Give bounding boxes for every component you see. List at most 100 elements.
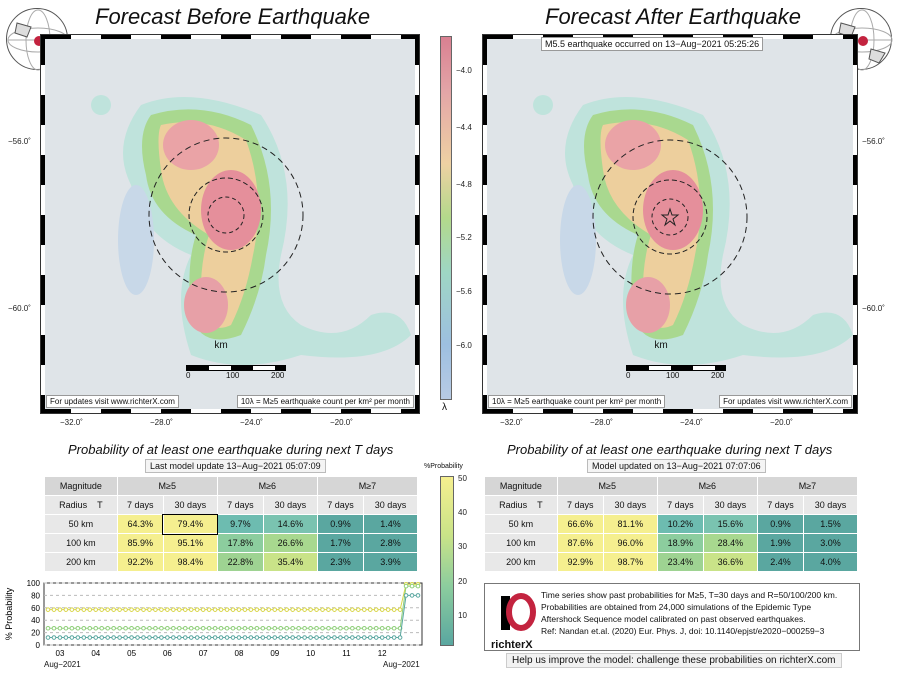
series-point-1	[356, 625, 361, 631]
prob-cell: 15.6%	[702, 514, 758, 534]
prob-colorbar-title: %Probability	[424, 463, 463, 470]
series-point-2	[314, 635, 319, 640]
series-point-1	[87, 625, 93, 631]
series-point-0	[326, 607, 331, 612]
series-point-1	[99, 625, 105, 631]
info-line: Ref: Nandan et.al. (2020) Eur. Phys. J, …	[541, 626, 825, 636]
series-point-2	[338, 635, 343, 640]
y-tick-label: 20	[31, 629, 40, 638]
series-point-0	[242, 607, 248, 612]
prob-cell: 35.4%	[262, 552, 318, 572]
prob-cell: 28.4%	[702, 533, 758, 553]
series-point-2	[218, 635, 224, 640]
period-header: 7 days	[116, 495, 164, 515]
series-point-1	[350, 625, 355, 631]
series-point-0	[93, 607, 99, 612]
probability-colorbar	[440, 476, 454, 646]
series-point-0	[397, 607, 403, 612]
left-scale-bar: km 0 100 200	[186, 340, 286, 381]
colorbar-tick-2: −4.4	[456, 123, 472, 132]
series-point-2	[290, 635, 295, 640]
help-banner[interactable]: Help us improve the model: challenge the…	[506, 653, 842, 668]
series-point-1	[111, 625, 116, 631]
prob-cell: 23.4%	[656, 552, 704, 572]
colorbar-tick-6: −6.0	[456, 341, 472, 350]
series-point-2	[230, 635, 236, 640]
right-table-subtitle: Model updated on 13−Aug−2021 07:07:06	[587, 459, 766, 473]
series-point-2	[308, 635, 313, 640]
series-point-2	[379, 635, 385, 640]
prob-cell: 1.4%	[363, 514, 418, 534]
chart-x-end-label: Aug−2021	[383, 660, 420, 669]
scale-unit-label: km	[214, 340, 228, 351]
series-point-1	[242, 625, 248, 631]
series-point-1	[200, 625, 206, 631]
series-point-1	[248, 625, 254, 631]
info-line: Aftershock Sequence model calibrated on …	[541, 614, 806, 624]
series-point-1	[266, 625, 272, 631]
series-point-2	[200, 635, 206, 640]
series-point-2	[242, 635, 248, 640]
series-point-0	[188, 607, 194, 612]
prob-tick-50: 50	[458, 474, 467, 483]
prob-cell: 2.8%	[363, 533, 418, 553]
series-point-2	[129, 635, 134, 640]
series-point-0	[111, 607, 116, 612]
series-point-2	[176, 635, 182, 640]
radius-cell: 200 km	[44, 552, 118, 572]
right-lon-tick-4: −20.0˚	[770, 418, 793, 427]
series-point-2	[350, 635, 355, 640]
prob-tick-20: 20	[458, 577, 467, 586]
series-point-2	[111, 635, 116, 640]
series-point-1	[63, 625, 69, 631]
radius-t-header: Radius T	[484, 495, 558, 515]
series-point-0	[344, 607, 349, 612]
x-tick-label: 03	[56, 649, 65, 658]
mag-header: M≥7	[756, 476, 859, 496]
series-point-1	[236, 625, 242, 631]
period-header: 30 days	[803, 495, 858, 515]
series-point-2	[302, 635, 307, 640]
series-point-0	[320, 607, 325, 612]
series-point-0	[123, 607, 128, 612]
series-point-1	[105, 625, 110, 631]
series-point-0	[385, 607, 391, 612]
left-lon-tick-4: −20.0˚	[330, 418, 353, 427]
series-point-1	[373, 625, 379, 631]
series-point-1	[302, 625, 307, 631]
series-point-0	[129, 607, 134, 612]
period-header: 7 days	[656, 495, 704, 515]
series-point-1	[415, 583, 421, 589]
series-point-1	[188, 625, 194, 631]
series-point-0	[236, 607, 242, 612]
series-point-2	[248, 635, 254, 640]
prob-cell: 1.5%	[803, 514, 858, 534]
prob-tick-10: 10	[458, 611, 467, 620]
series-point-0	[230, 607, 236, 612]
series-point-2	[385, 635, 391, 640]
series-point-2	[284, 635, 290, 640]
series-point-1	[93, 625, 99, 631]
series-point-1	[332, 625, 337, 631]
prob-cell: 79.4%	[162, 513, 219, 535]
prob-cell: 85.9%	[116, 533, 164, 553]
series-point-0	[63, 607, 69, 612]
series-point-0	[206, 607, 212, 612]
series-point-1	[296, 625, 301, 631]
period-header: 7 days	[316, 495, 365, 515]
series-point-2	[51, 635, 57, 640]
series-point-1	[51, 625, 57, 631]
series-point-1	[117, 625, 122, 631]
series-point-1	[147, 625, 152, 631]
mag-header: M≥6	[216, 476, 318, 496]
series-point-2	[224, 635, 230, 640]
scale-label-200: 200	[711, 371, 725, 380]
left-lat-tick-1: −56.0˚	[8, 137, 31, 146]
series-point-0	[99, 607, 105, 612]
series-point-1	[224, 625, 230, 631]
prob-cell: 87.6%	[556, 533, 604, 553]
colorbar-tick-3: −4.8	[456, 180, 472, 189]
left-updates-note: For updates visit www.richterX.com	[46, 395, 179, 408]
colorbar-tick-4: −5.2	[456, 233, 472, 242]
series-point-0	[278, 607, 284, 612]
